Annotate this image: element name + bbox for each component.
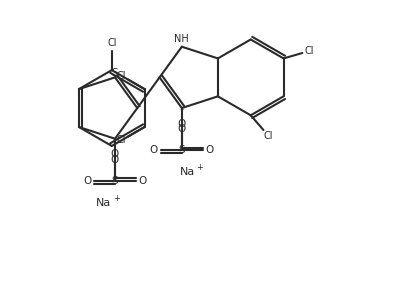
- Text: Na: Na: [180, 167, 195, 177]
- Text: O: O: [139, 176, 147, 186]
- Text: Cl: Cl: [263, 130, 273, 141]
- Text: Cl: Cl: [117, 135, 126, 145]
- Text: ⁻: ⁻: [113, 138, 118, 147]
- Text: ⁻: ⁻: [180, 107, 184, 116]
- Text: O: O: [178, 119, 186, 129]
- Text: S: S: [178, 145, 185, 155]
- Text: S: S: [112, 68, 118, 78]
- Text: O: O: [178, 124, 186, 134]
- Text: O: O: [111, 155, 119, 165]
- Text: NH: NH: [174, 35, 189, 44]
- Text: O: O: [111, 149, 119, 159]
- Text: O: O: [83, 176, 91, 186]
- Text: Cl: Cl: [117, 71, 126, 81]
- Text: Cl: Cl: [107, 38, 116, 48]
- Text: O: O: [150, 145, 158, 155]
- Text: Cl: Cl: [305, 46, 314, 56]
- Text: S: S: [112, 176, 118, 186]
- Text: Na: Na: [96, 198, 112, 208]
- Text: +: +: [113, 194, 119, 203]
- Text: O: O: [206, 145, 214, 155]
- Text: +: +: [196, 163, 203, 172]
